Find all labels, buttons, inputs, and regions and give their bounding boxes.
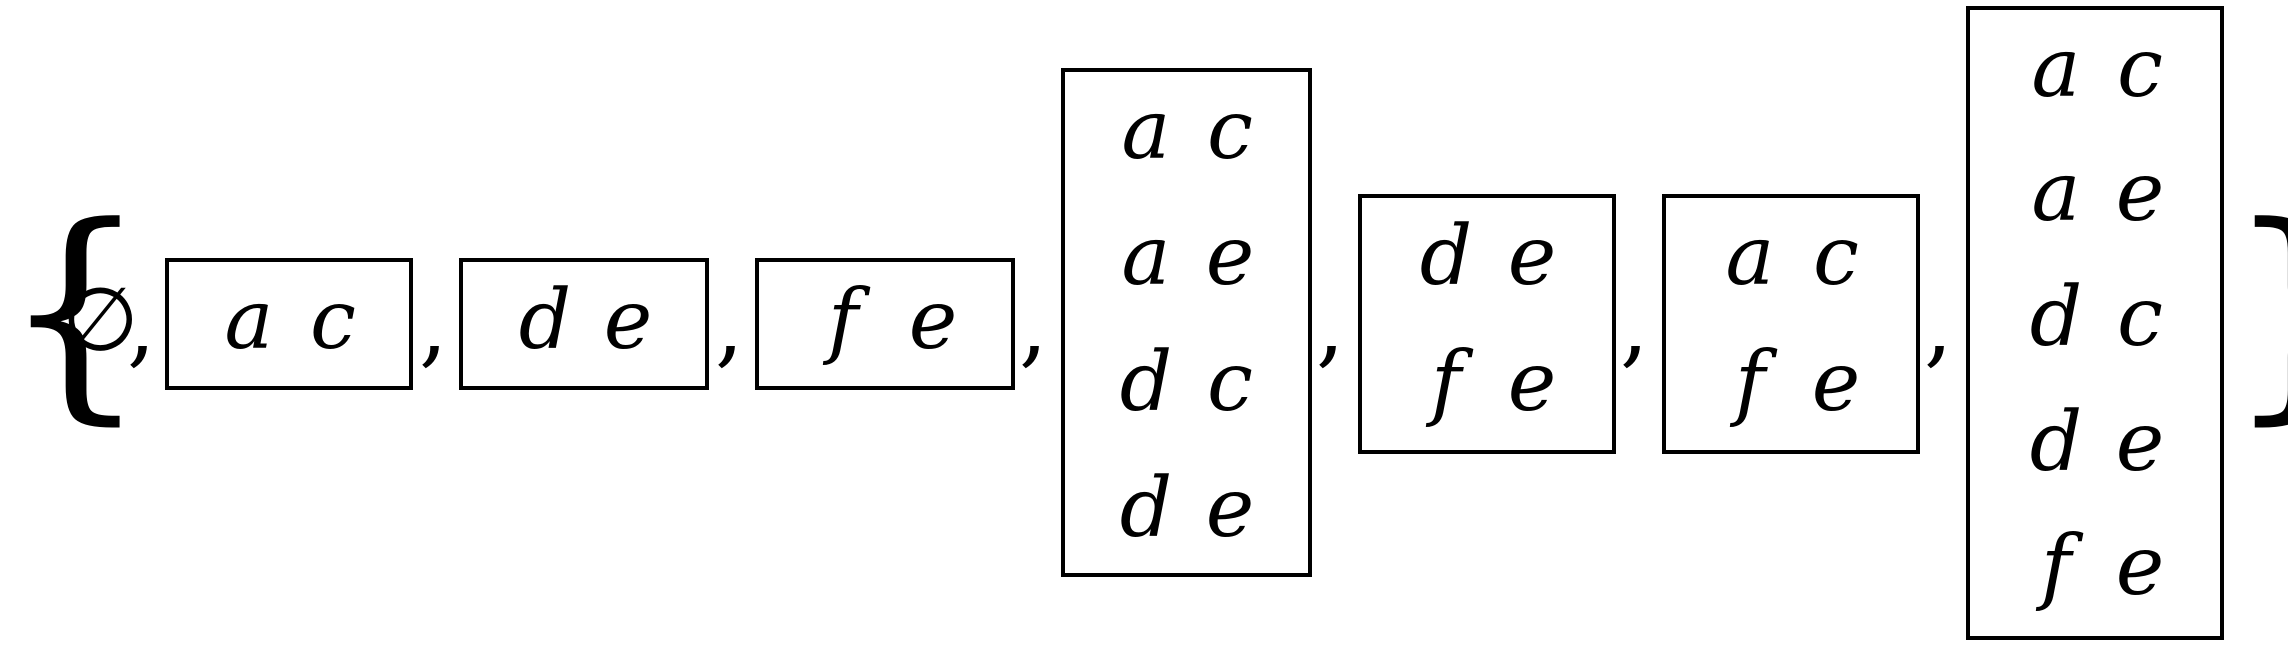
separator-comma-2: ,: [419, 273, 448, 378]
tableau-1-cell-a: a: [225, 273, 274, 368]
tableau-2: d e: [459, 258, 709, 390]
tableau-2-cell-d: d: [519, 273, 572, 368]
tableau-4-cell-r1-c2: c: [1207, 83, 1253, 178]
tableau-7-cell-r4-c2: e: [2116, 395, 2165, 490]
tableau-7-cell-r2-c1: a: [2032, 145, 2081, 240]
tableau-7-cell-r5-c2: e: [2116, 519, 2165, 614]
tableau-5: d e f e: [1358, 194, 1616, 454]
empty-set-symbol: ∅: [62, 268, 139, 371]
tableau-5-cell-r1-c1: d: [1420, 209, 1473, 304]
tableau-7-cell-r5-c1: f: [2035, 519, 2084, 614]
tableau-6-cell-r1-c2: c: [1813, 209, 1859, 304]
tableau-4-cell-r1-c1: a: [1122, 83, 1171, 178]
tableau-7-cell-r3-c2: c: [2117, 270, 2163, 365]
tableau-4-cell-r3-c2: c: [1207, 335, 1253, 430]
tableau-4-frame: [1061, 68, 1312, 577]
tableau-7-cell-r4-c1: d: [2030, 395, 2083, 490]
tableau-2-cell-e: e: [604, 273, 653, 368]
tableau-6: a c f e: [1662, 194, 1920, 454]
tableau-6-cell-r2-c1: f: [1729, 335, 1778, 430]
tableau-7-cell-r3-c1: d: [2030, 270, 2083, 365]
tableau-1-frame: [165, 258, 413, 390]
close-brace: }: [2226, 178, 2288, 445]
tableau-4-cell-r4-c1: d: [1120, 461, 1173, 556]
tableau-7-cell-r1-c1: a: [2032, 21, 2081, 116]
separator-comma-5: ,: [1316, 273, 1345, 378]
separator-comma-6: ,: [1620, 273, 1649, 378]
tableau-7-frame: [1966, 6, 2224, 640]
tableau-5-frame: [1358, 194, 1616, 454]
separator-comma-3: ,: [715, 273, 744, 378]
separator-comma-1: ,: [127, 273, 156, 378]
tableau-2-frame: [459, 258, 709, 390]
open-brace: {: [2, 178, 148, 445]
tableau-1: a c: [165, 258, 413, 390]
tableau-7: a c a e d c d e f e: [1966, 6, 2224, 640]
tableau-4: a c a e d c d e: [1061, 68, 1312, 577]
tableau-5-cell-r2-c1: f: [1425, 335, 1474, 430]
tableau-4-cell-r2-c2: e: [1206, 209, 1255, 304]
tableau-3-cell-f: f: [822, 273, 871, 368]
tableau-7-cell-r2-c2: e: [2116, 145, 2165, 240]
tableau-6-cell-r1-c1: a: [1726, 209, 1775, 304]
tableau-4-cell-r3-c1: d: [1120, 335, 1173, 430]
tableau-4-cell-r2-c1: a: [1122, 209, 1171, 304]
separator-comma-7: ,: [1924, 273, 1953, 378]
tableau-3-cell-e: e: [909, 273, 958, 368]
tableau-6-cell-r2-c2: e: [1812, 335, 1861, 430]
tableau-3: f e: [755, 258, 1015, 390]
tableau-5-cell-r2-c2: e: [1508, 335, 1557, 430]
tableau-7-cell-r1-c2: c: [2117, 21, 2163, 116]
tableau-4-cell-r4-c2: e: [1206, 461, 1255, 556]
tableau-3-frame: [755, 258, 1015, 390]
separator-comma-4: ,: [1019, 273, 1048, 378]
tableau-5-cell-r1-c2: e: [1508, 209, 1557, 304]
tableau-6-frame: [1662, 194, 1920, 454]
tableau-1-cell-c: c: [310, 273, 356, 368]
